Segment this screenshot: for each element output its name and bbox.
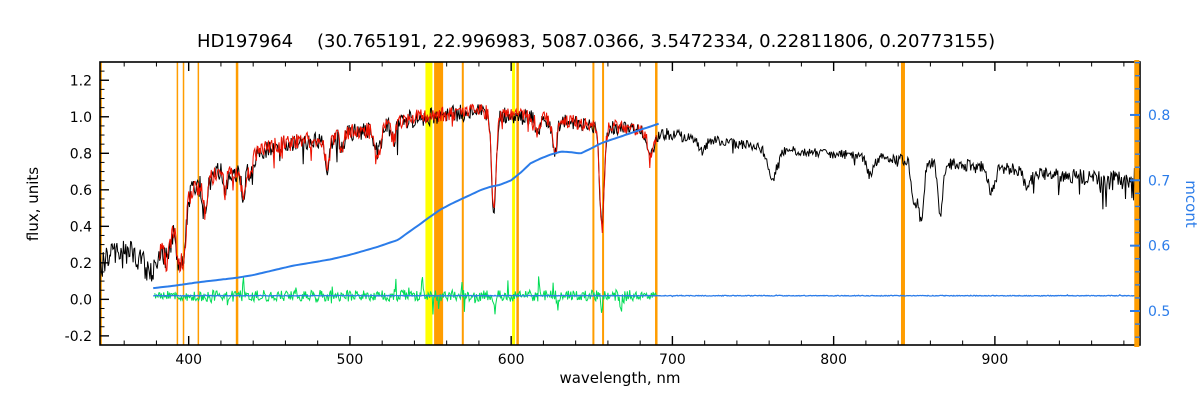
mask-line xyxy=(655,62,658,345)
x-tick-label: 400 xyxy=(175,352,202,368)
mask-line xyxy=(516,62,519,345)
mask-line xyxy=(592,62,595,345)
mask-line-front xyxy=(1134,60,1140,347)
y-right-tick-label: 0.6 xyxy=(1148,239,1170,255)
template-spectrum-line xyxy=(159,103,657,274)
mask-line xyxy=(235,62,239,345)
x-tick-label: 600 xyxy=(498,352,525,368)
y-left-tick-label: 0.0 xyxy=(70,292,92,308)
observed-spectrum-line xyxy=(99,104,1141,282)
plot-frame xyxy=(99,61,1141,346)
y-left-tick-label: -0.2 xyxy=(65,329,92,345)
mask-line xyxy=(176,62,179,345)
mcont-line xyxy=(153,122,660,290)
highlight-band xyxy=(512,62,516,345)
y-left-tick-label: 0.4 xyxy=(70,219,92,235)
mask-line xyxy=(182,62,185,345)
y-left-tick-label: 1.0 xyxy=(70,110,92,126)
x-tick-label: 700 xyxy=(659,352,686,368)
chart-title-star-id: HD197964 xyxy=(197,31,293,52)
x-axis-label: wavelength, nm xyxy=(559,369,680,387)
highlight-band xyxy=(425,62,433,345)
y-axis-label-right: mcont xyxy=(1182,180,1200,228)
mask-lines-front xyxy=(1134,60,1140,347)
y-right-tick-label: 0.8 xyxy=(1148,108,1170,124)
chart-layers: 400 500 600 700 800 900 -0.2 0.0 0.2 0.4 0.6 0.8 1.0… xyxy=(65,60,1170,368)
y-axis-label-left: flux, units xyxy=(24,167,42,241)
y-left-tick-label: 0.8 xyxy=(70,146,92,162)
mask-line xyxy=(99,62,102,345)
y-right-tick-label: 0.5 xyxy=(1148,304,1170,320)
x-tick-label: 800 xyxy=(820,352,847,368)
right-axis: 0.5 0.6 0.7 0.8 xyxy=(1130,61,1170,338)
highlight-bands xyxy=(425,62,516,345)
y-left-tick-label: 0.2 xyxy=(70,256,92,272)
data-series xyxy=(99,103,1141,315)
mask-line xyxy=(461,62,464,345)
y-left-tick-label: 1.2 xyxy=(70,73,92,89)
mask-line xyxy=(197,62,200,345)
mask-line xyxy=(434,62,444,345)
y-left-tick-label: 0.6 xyxy=(70,183,92,199)
y-right-tick-label: 0.7 xyxy=(1148,173,1170,189)
chart-title-params: (30.765191, 22.996983, 5087.0366, 3.5472… xyxy=(317,31,995,52)
x-tick-label: 900 xyxy=(982,352,1009,368)
mask-line xyxy=(900,62,905,345)
baseline-line xyxy=(153,293,1141,298)
mask-lines xyxy=(99,62,905,345)
axes: 400 500 600 700 800 900 -0.2 0.0 0.2 0.4 0.6 0.8 1.0… xyxy=(65,61,1141,368)
x-tick-label: 500 xyxy=(337,352,364,368)
